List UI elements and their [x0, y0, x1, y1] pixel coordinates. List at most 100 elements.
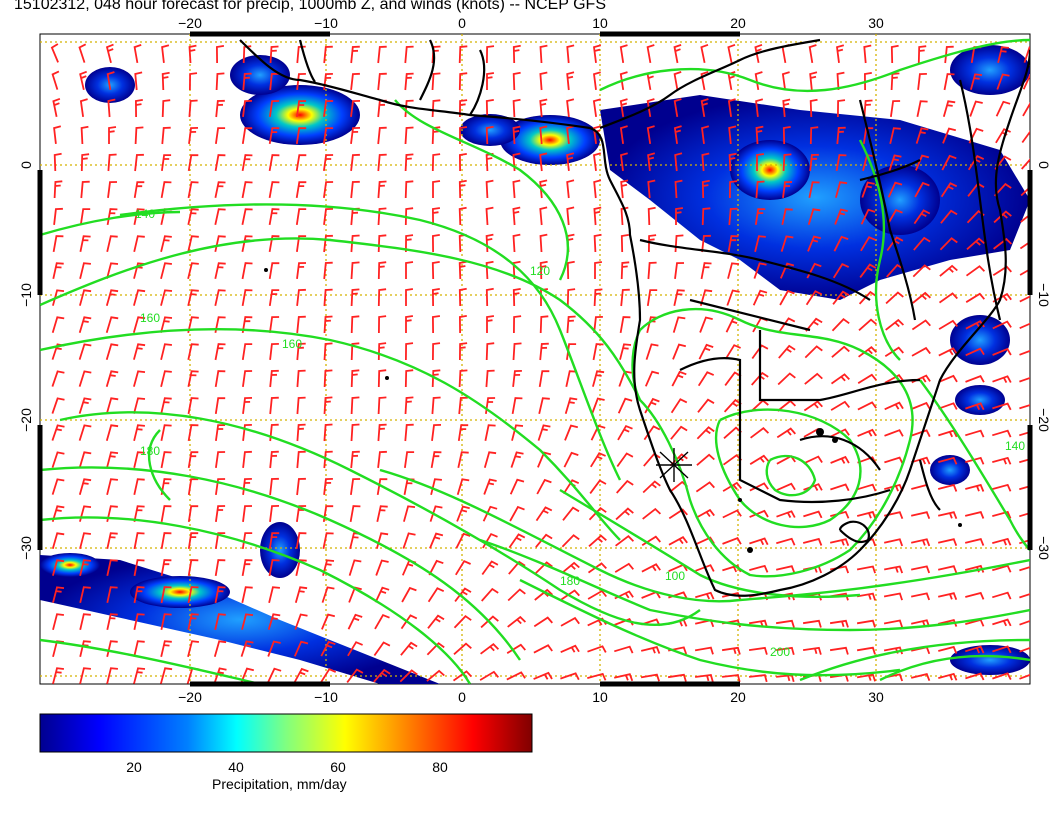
- wind-barb: [53, 125, 62, 145]
- wind-barb: [698, 343, 714, 360]
- wind-barb: [187, 559, 199, 577]
- wind-barb: [888, 154, 902, 171]
- lon-labels-top: −20 −10 0 10 20 30: [178, 15, 884, 31]
- wind-barb: [133, 370, 146, 387]
- wind-barb: [133, 640, 145, 658]
- wind-barb: [268, 532, 280, 550]
- wind-barb: [79, 262, 91, 280]
- wind-barb: [432, 342, 441, 361]
- wind-barb: [52, 235, 64, 253]
- wind-barb: [776, 510, 796, 519]
- wind-barb: [269, 396, 279, 415]
- wind-barb: [755, 125, 764, 145]
- wind-barb: [938, 347, 958, 357]
- wind-barb: [804, 372, 823, 385]
- wind-barb: [694, 674, 714, 682]
- wind-barb: [51, 70, 60, 90]
- wind-barb: [296, 45, 306, 64]
- wind-barb: [1019, 673, 1030, 680]
- wind-barb: [507, 588, 526, 602]
- wind-barb: [884, 374, 904, 384]
- wind-barb: [721, 646, 741, 655]
- wind-barb: [430, 451, 442, 469]
- wind-barb: [377, 288, 387, 307]
- wind-barb: [458, 206, 467, 226]
- wind-barb: [837, 99, 846, 118]
- wind-barb: [134, 71, 143, 91]
- wind-barb: [323, 181, 334, 199]
- wind-barb: [539, 342, 549, 361]
- contour-label-group: 140 160 160 180 120 100 200 180 140: [135, 207, 1025, 659]
- wind-barb: [780, 235, 794, 252]
- wind-barb: [240, 640, 254, 657]
- wind-barb: [377, 72, 387, 91]
- wind-barb: [431, 396, 441, 415]
- wind-barb: [453, 642, 472, 655]
- wind-barb: [809, 126, 819, 145]
- wind-barb: [779, 289, 795, 306]
- wind-barb: [749, 509, 769, 518]
- wind-barb: [323, 315, 333, 334]
- wind-barb: [911, 346, 931, 357]
- wind-barb: [106, 505, 118, 523]
- wind-barb: [593, 233, 602, 253]
- wind-barb: [938, 672, 958, 681]
- wind-barb: [856, 673, 876, 682]
- wind-barb: [701, 179, 710, 199]
- wind-barb: [615, 507, 634, 521]
- wind-barb: [750, 427, 770, 439]
- wind-barb: [889, 127, 901, 145]
- wind-barb: [782, 98, 791, 118]
- wind-barb: [587, 645, 607, 653]
- wind-barb: [566, 260, 575, 280]
- wind-barb: [400, 641, 418, 656]
- wind-barb: [913, 236, 931, 251]
- colorbar: [39, 713, 533, 753]
- wind-barb: [937, 511, 958, 520]
- wind-barb: [296, 288, 306, 307]
- wind-barb: [884, 401, 904, 411]
- wind-barb: [295, 154, 307, 172]
- wind-barb: [404, 423, 414, 442]
- wind-barb: [754, 208, 766, 226]
- wind-barb: [782, 153, 792, 172]
- wind-barb: [992, 429, 1012, 438]
- wind-barb: [189, 72, 198, 91]
- lon-label-top: 10: [592, 15, 608, 31]
- wind-barb: [782, 181, 793, 199]
- wind-barb: [323, 45, 333, 64]
- wind-barb: [350, 234, 360, 253]
- wind-barb: [700, 262, 712, 280]
- wind-barb: [214, 370, 226, 388]
- wind-barb: [511, 424, 524, 441]
- contour-label-160-b: 160: [282, 337, 302, 351]
- wind-barb: [672, 316, 686, 333]
- wind-barb: [590, 424, 606, 441]
- wind-barb: [133, 397, 146, 414]
- wind-barb: [699, 289, 713, 306]
- wind-barb: [107, 181, 118, 199]
- colorbar-tick: 40: [228, 759, 244, 775]
- wind-barb: [269, 369, 279, 388]
- wind-barb: [404, 45, 414, 64]
- wind-barb: [215, 72, 225, 91]
- wind-barb: [51, 532, 65, 549]
- wind-barb: [78, 424, 92, 441]
- wind-barb: [992, 292, 1012, 303]
- wind-barb: [160, 532, 172, 550]
- wind-barb: [404, 180, 414, 199]
- wind-barb: [835, 181, 848, 198]
- wind-barb: [860, 236, 876, 252]
- wind-barb: [1019, 268, 1030, 276]
- wind-barb: [748, 674, 768, 683]
- wind-barb: [701, 152, 710, 172]
- wind-barb: [910, 673, 931, 682]
- wind-barb: [670, 398, 688, 414]
- wind-barb: [856, 592, 876, 601]
- wind-barb: [539, 44, 548, 64]
- colorbar-label: Precipitation, mm/day: [212, 776, 347, 792]
- wind-barb: [642, 507, 662, 520]
- wind-barb: [321, 586, 335, 603]
- wind-barb: [533, 616, 553, 628]
- wind-barb: [134, 99, 143, 118]
